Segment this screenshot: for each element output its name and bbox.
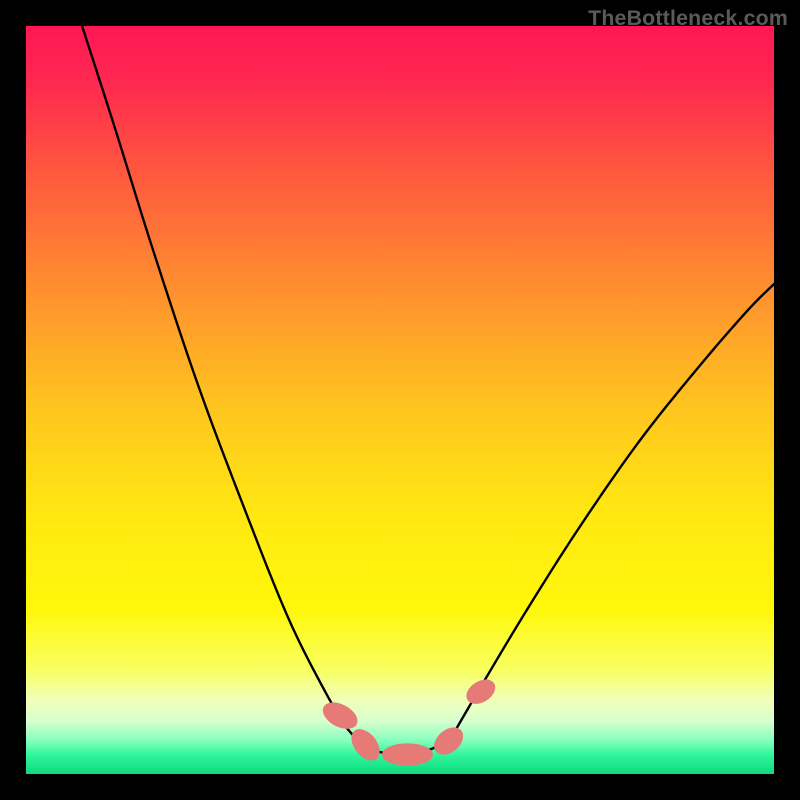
watermark-text: TheBottleneck.com xyxy=(588,6,788,31)
gradient-background xyxy=(26,26,774,774)
curve-marker xyxy=(382,743,433,765)
bottleneck-chart xyxy=(0,0,800,800)
chart-frame: TheBottleneck.com xyxy=(0,0,800,800)
